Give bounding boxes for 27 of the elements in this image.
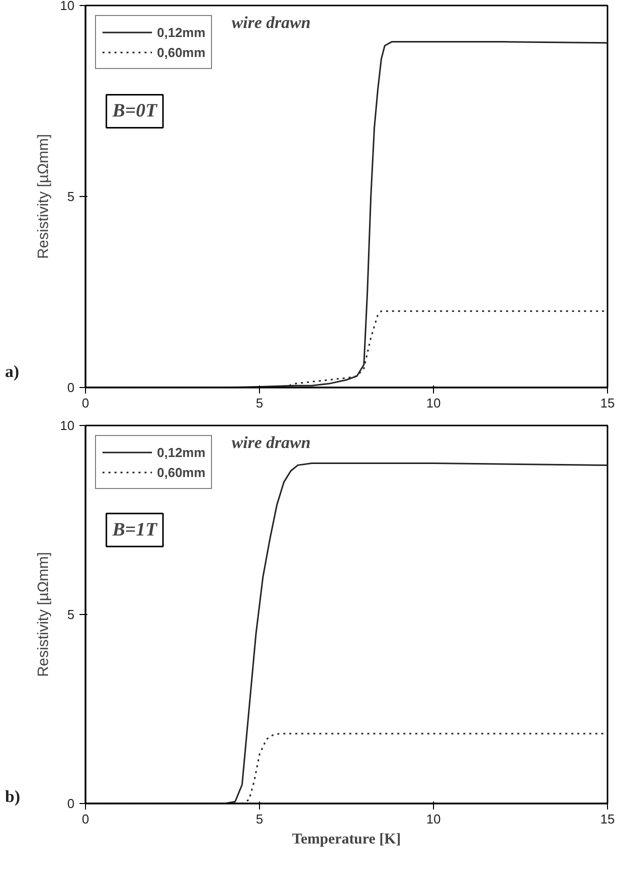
y-tick-label: 0 — [67, 380, 75, 395]
y-tick-label: 0 — [67, 796, 75, 811]
x-tick-label: 15 — [600, 396, 615, 410]
text: a) — [5, 361, 20, 383]
annotation: wire drawn — [232, 432, 311, 452]
legend-label: 0,60mm — [157, 464, 206, 480]
y-tick-label: 5 — [67, 189, 75, 204]
legend-label: 0,60mm — [157, 44, 206, 60]
x-tick-label: 0 — [82, 396, 90, 410]
y-tick-label: 10 — [60, 418, 75, 433]
y-axis-title: Resistivity [µΩmm] — [35, 552, 52, 677]
y-tick-label: 10 — [60, 0, 75, 13]
annotation: B=1T — [111, 519, 158, 540]
x-tick-label: 0 — [82, 812, 90, 826]
annotation: B=0T — [111, 100, 158, 122]
legend-label: 0,12mm — [157, 24, 206, 40]
text: b) — [5, 786, 20, 808]
legend-label: 0,12mm — [157, 444, 206, 460]
annotation: wire drawn — [232, 13, 311, 32]
x-tick-label: 5 — [256, 812, 264, 826]
y-tick-label: 5 — [67, 607, 75, 622]
x-tick-label: 10 — [426, 812, 441, 826]
x-axis-title: Temperature [K] — [292, 832, 401, 848]
x-tick-label: 15 — [600, 812, 615, 826]
x-tick-label: 10 — [426, 396, 441, 410]
y-axis-title: Resistivity [µΩmm] — [35, 134, 52, 259]
x-tick-label: 5 — [256, 396, 264, 410]
